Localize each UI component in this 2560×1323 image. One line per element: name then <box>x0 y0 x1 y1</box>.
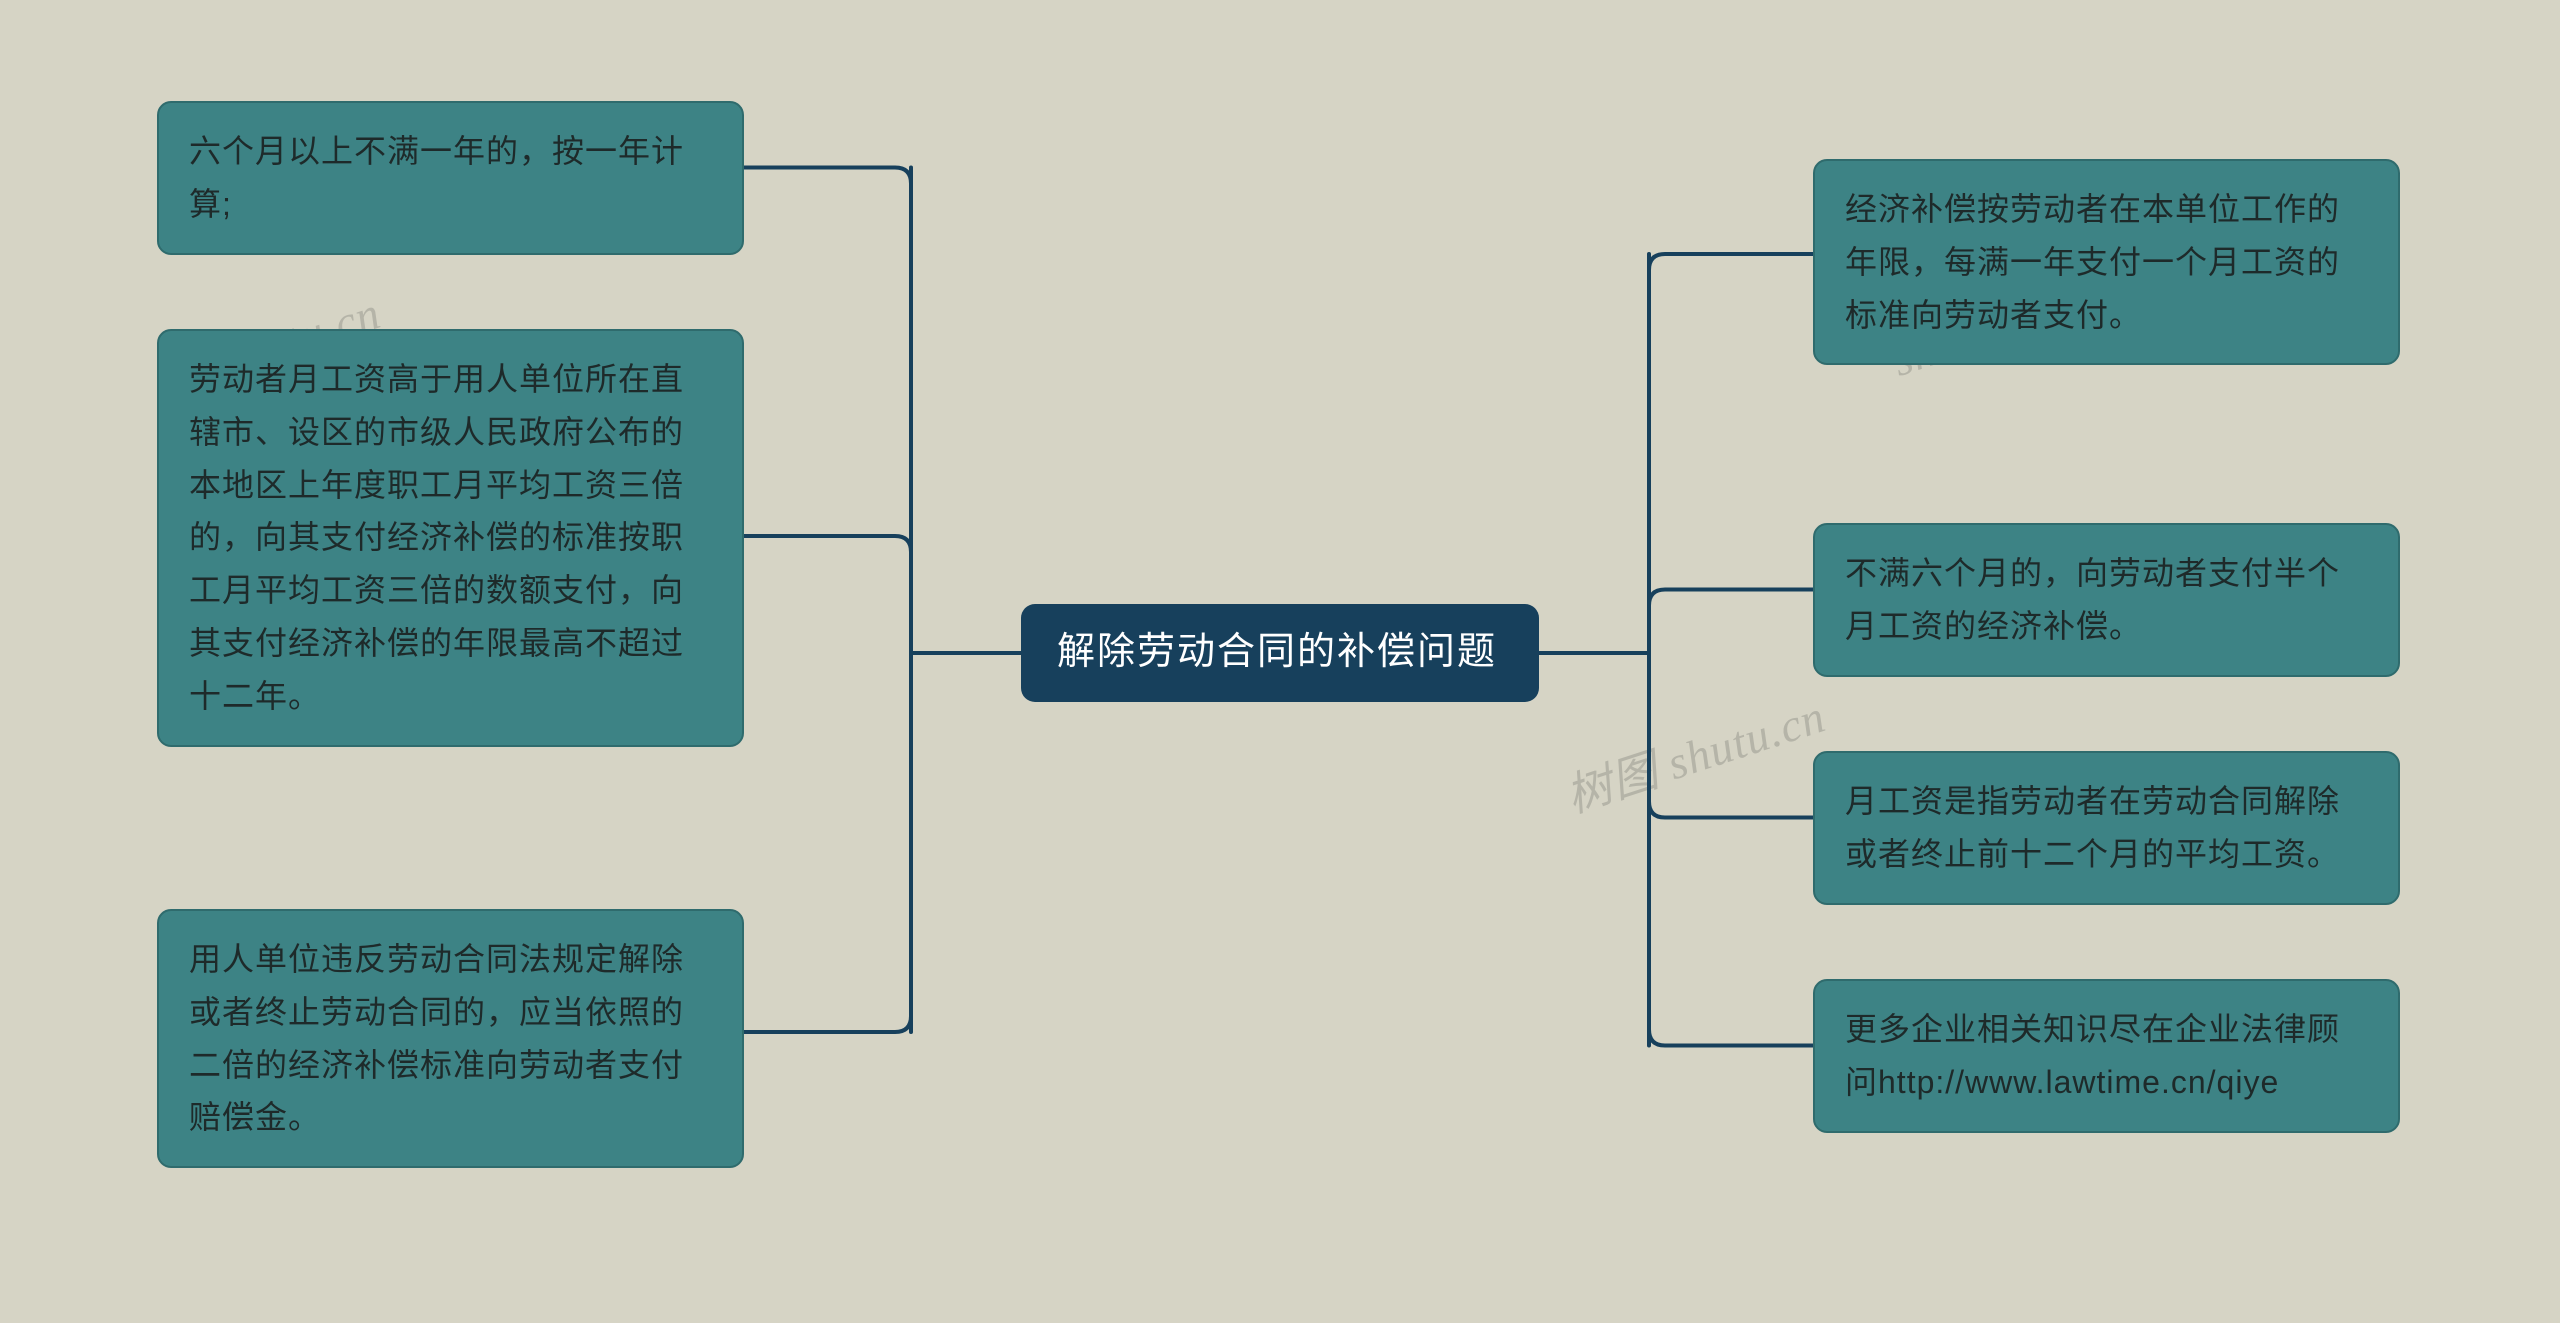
center-topic-node: 解除劳动合同的补偿问题 <box>1021 604 1539 702</box>
left-branch-node-3: 用人单位违反劳动合同法规定解除或者终止劳动合同的，应当依照的二倍的经济补偿标准向… <box>157 909 744 1168</box>
right-branch-node-2: 不满六个月的，向劳动者支付半个月工资的经济补偿。 <box>1813 523 2400 677</box>
left-branch-node-1: 六个月以上不满一年的，按一年计算; <box>157 101 744 255</box>
watermark: 树图 shutu.cn <box>1556 680 1832 826</box>
mindmap-canvas: shutu.cn shutu.cn 树图 shutu.cn 解除劳动合同的补偿问… <box>0 0 2560 1323</box>
right-branch-node-3: 月工资是指劳动者在劳动合同解除或者终止前十二个月的平均工资。 <box>1813 751 2400 905</box>
right-branch-node-4: 更多企业相关知识尽在企业法律顾问http://www.lawtime.cn/qi… <box>1813 979 2400 1133</box>
left-branch-node-2: 劳动者月工资高于用人单位所在直辖市、设区的市级人民政府公布的本地区上年度职工月平… <box>157 329 744 747</box>
right-branch-node-1: 经济补偿按劳动者在本单位工作的年限，每满一年支付一个月工资的标准向劳动者支付。 <box>1813 159 2400 365</box>
